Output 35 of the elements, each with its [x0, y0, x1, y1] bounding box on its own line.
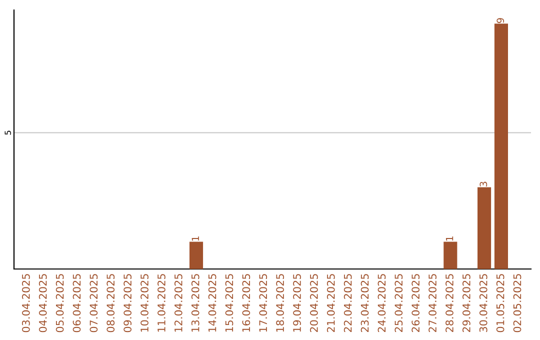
x-tick-label: 15.04.2025: [225, 274, 234, 332]
x-tick-label: 23.04.2025: [360, 274, 369, 332]
x-tick-label: 08.04.2025: [106, 274, 115, 332]
x-tick-label: 12.04.2025: [174, 274, 182, 332]
x-tick-label: 25.04.2025: [394, 274, 403, 332]
x-tick-label: 06.04.2025: [72, 274, 81, 332]
x-tick-label: 28.04.2025: [446, 274, 454, 332]
x-tick-label: 03.04.2025: [22, 274, 30, 332]
data-label: 3: [480, 182, 488, 186]
x-tick-label: 20.04.2025: [310, 274, 318, 332]
x-tick-label: 21.04.2025: [326, 274, 335, 332]
data-label: 1: [192, 236, 199, 241]
x-tick-label: 10.04.2025: [140, 274, 148, 332]
x-tick-label: 27.04.2025: [428, 274, 436, 332]
x-tick-label: 26.04.2025: [412, 274, 420, 332]
y-tick-label: 5: [4, 130, 11, 135]
x-tick-label: 18.04.2025: [276, 274, 284, 332]
x-tick-label: 05.04.2025: [56, 274, 64, 332]
x-tick-label: 02.05.2025: [513, 274, 522, 332]
x-tick-label: 14.04.2025: [208, 274, 216, 332]
x-tick-label: 19.04.2025: [293, 274, 301, 332]
x-tick-label: 29.04.2025: [462, 274, 470, 332]
x-tick-label: 04.04.2025: [38, 274, 47, 332]
x-tick-label: 11.04.2025: [158, 274, 166, 332]
x-tick-label: 13.04.2025: [191, 274, 200, 332]
x-tick-label: 30.04.2025: [479, 274, 488, 332]
x-tick-label: 16.04.2025: [242, 274, 250, 332]
x-tick-label: 17.04.2025: [259, 274, 268, 332]
x-tick-label: 01.05.2025: [496, 274, 504, 332]
x-tick-label: 09.04.2025: [124, 274, 132, 332]
data-label: 1: [446, 236, 454, 241]
x-tick-label: 07.04.2025: [90, 274, 98, 332]
data-label: 9: [496, 18, 504, 24]
x-tick-label: 22.04.2025: [344, 274, 352, 332]
x-tick-label: 24.04.2025: [378, 274, 386, 332]
